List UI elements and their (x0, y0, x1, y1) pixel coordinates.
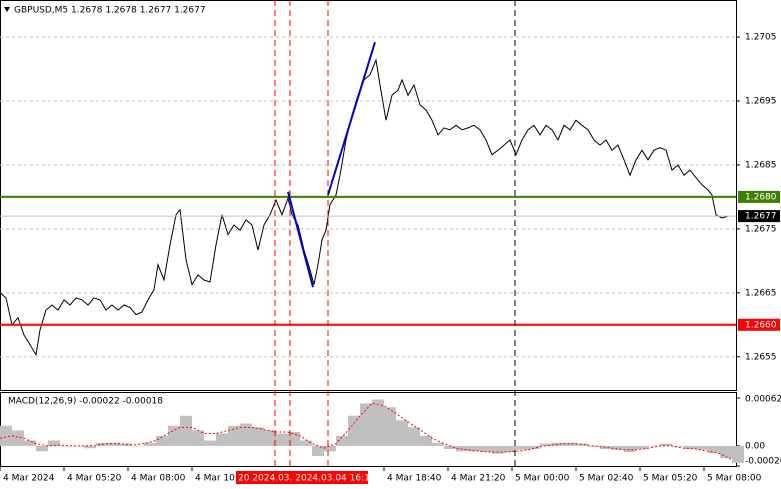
y-tick-label: 1.2675 (745, 224, 777, 234)
macd-bar (72, 445, 84, 447)
x-tick-label: 5 Mar 00:00 (515, 474, 570, 484)
x-tick-label: 4 Mar 18:40 (387, 474, 442, 484)
macd-bar (168, 425, 180, 446)
x-tick-label: 5 Mar 02:40 (579, 474, 634, 484)
macd-bar (636, 445, 648, 449)
macd-bar (588, 445, 600, 447)
macd-bar (600, 445, 612, 449)
macd-bar (516, 445, 528, 450)
macd-bar (252, 427, 264, 446)
macd-bar (0, 425, 12, 446)
price-level-box (738, 190, 780, 203)
macd-title: MACD(12,26,9) -0.00022 -0.00018 (8, 397, 163, 407)
y-tick-label: -0.00026 (745, 457, 781, 467)
cursor-label: 20 2024.03. 2024.03.04 16:15 (238, 474, 376, 484)
macd-bar (492, 445, 504, 454)
macd-bar (132, 445, 144, 447)
macd-bar (96, 442, 108, 446)
macd-bar (408, 427, 420, 446)
macd-bar (624, 445, 636, 453)
symbol-icon (4, 7, 10, 12)
macd-bar (204, 440, 216, 446)
macd-bar (696, 445, 708, 450)
cursor-label-box (236, 471, 368, 484)
macd-bar (108, 442, 120, 446)
macd-bar (576, 443, 588, 446)
macd-bar (144, 442, 156, 446)
x-tick-label: 5 Mar 05:20 (643, 474, 698, 484)
macd-bar (684, 445, 696, 449)
price-level-box (738, 318, 780, 331)
x-tick-label: 5 Mar 08:00 (707, 474, 762, 484)
price-level-label: 1.2677 (745, 212, 777, 222)
macd-bar (240, 423, 252, 446)
macd-bar (192, 430, 204, 446)
macd-bar (348, 415, 360, 446)
macd-bar (420, 435, 432, 446)
macd-bar (324, 445, 336, 452)
macd-bar (84, 445, 96, 449)
y-tick-label: 1.2705 (745, 33, 777, 43)
price-level-label: 1.2660 (745, 320, 777, 330)
macd-bar (612, 445, 624, 450)
x-tick-label: 4 Mar 08:00 (131, 474, 186, 484)
macd-bar (336, 435, 348, 446)
price-level-box (738, 210, 780, 223)
macd-bar (672, 445, 684, 447)
y-tick-label: 1.2695 (745, 97, 777, 107)
macd-bar (504, 445, 516, 453)
macd-bar (468, 445, 480, 452)
y-tick-label: 0.00 (745, 441, 765, 451)
x-tick-label: 4 Mar 21:20 (451, 474, 506, 484)
macd-bar (156, 435, 168, 446)
y-tick-label: 1.2665 (745, 288, 777, 298)
macd-bar (36, 445, 48, 452)
macd-bar (444, 445, 456, 449)
macd-bar (276, 433, 288, 446)
macd-bar (384, 407, 396, 446)
macd-bar (312, 445, 324, 456)
trend-line (287, 191, 314, 288)
macd-bar (648, 445, 660, 447)
macd-bar (24, 440, 36, 446)
macd-bar (480, 445, 492, 453)
x-tick-label: 4 Mar 2024 (3, 474, 55, 484)
price-panel (0, 0, 737, 391)
signal-line (0, 402, 733, 461)
macd-bar (732, 445, 744, 463)
y-tick-label: 1.2685 (745, 160, 777, 170)
macd-bar (372, 399, 384, 446)
macd-bar (360, 403, 372, 446)
macd-bar (228, 425, 240, 446)
macd-bar (288, 432, 300, 446)
chart-title: GBPUSD,M5 1.2678 1.2678 1.2677 1.2677 (14, 6, 206, 16)
macd-bar (12, 430, 24, 446)
macd-bar (48, 440, 60, 446)
macd-bar (432, 442, 444, 446)
y-tick-label: 1.2655 (745, 352, 777, 362)
macd-bar (300, 440, 312, 446)
macd-bar (540, 443, 552, 446)
macd-bar (552, 442, 564, 446)
macd-bar (264, 430, 276, 446)
x-tick-label: 4 Mar 05:20 (67, 474, 122, 484)
macd-bar (660, 443, 672, 446)
macd-bar (216, 433, 228, 446)
y-tick-label: 0.00062 (745, 395, 781, 405)
trend-line (327, 41, 376, 196)
macd-bar (708, 445, 720, 453)
macd-bar (60, 445, 72, 447)
macd-bar (396, 420, 408, 446)
macd-bar (528, 445, 540, 449)
x-tick-label: 4 Mar 10: (195, 474, 238, 484)
macd-bar (564, 442, 576, 446)
price-level-label: 1.2680 (745, 192, 777, 202)
macd-bar (180, 415, 192, 446)
